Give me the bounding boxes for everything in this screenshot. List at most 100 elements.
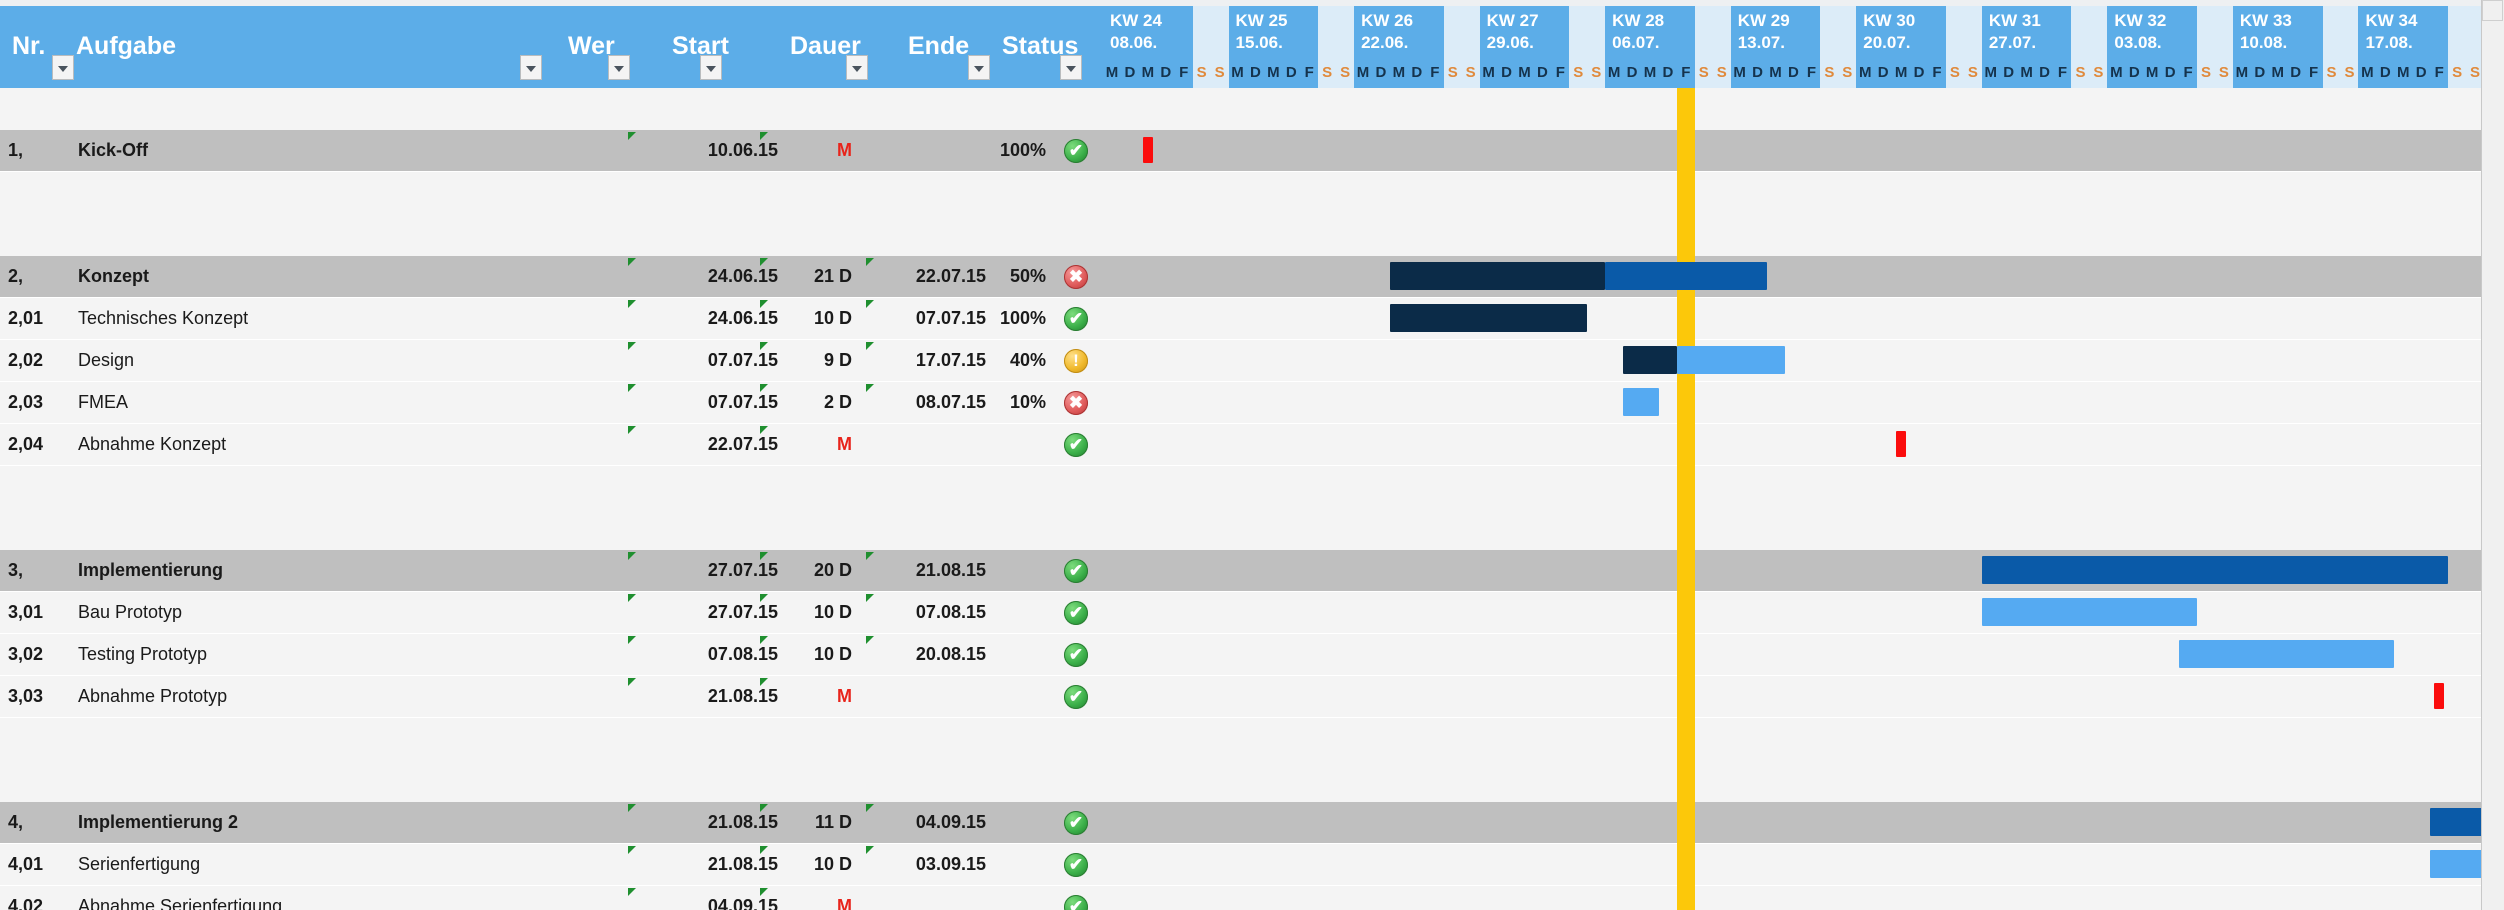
- calendar-week-8: KW 32 03.08. M D M D F S S: [2107, 6, 2233, 88]
- cell-end: 20.08.15: [915, 644, 986, 664]
- calendar-day-d-5-1: D: [1748, 58, 1767, 88]
- calendar-week-date: 29.06.: [1486, 33, 1534, 52]
- calendar-day-s-3-6: S: [1587, 58, 1606, 88]
- table-row[interactable]: [0, 382, 2504, 424]
- calendar-day-d-6-3: D: [1910, 58, 1928, 88]
- calendar-day-d-8-3: D: [2161, 58, 2180, 88]
- gantt-milestone-marker[interactable]: [1896, 431, 1907, 457]
- table-row[interactable]: [0, 886, 2504, 910]
- status-glyph: ✔: [1068, 141, 1084, 160]
- calendar-weekend-band: [2448, 6, 2482, 58]
- calendar-day-m-8-0: M: [2107, 58, 2126, 88]
- status-glyph: ✔: [1068, 309, 1084, 328]
- calendar-day-m-8-2: M: [2143, 58, 2162, 88]
- cell-nr: 3,01: [8, 602, 44, 622]
- filter-dropdown-ende[interactable]: [968, 55, 990, 80]
- status-glyph: ✔: [1068, 855, 1084, 874]
- filter-dropdown-task[interactable]: [520, 55, 542, 80]
- calendar-week-label: KW 24: [1110, 11, 1162, 30]
- status-glyph: ✔: [1068, 813, 1084, 832]
- filter-dropdown-start[interactable]: [700, 55, 722, 80]
- gantt-bar[interactable]: [1623, 388, 1659, 416]
- vertical-scrollbar[interactable]: [2481, 0, 2504, 910]
- cell-progress-percent: 100%: [999, 308, 1046, 328]
- calendar-header: KW 24 08.06. M D M D F S S KW 25 15.06. M D M D F S S KW 2…: [1103, 6, 2482, 88]
- gantt-bar[interactable]: [1389, 304, 1588, 332]
- calendar-day-d-10-1: D: [2376, 58, 2395, 88]
- gantt-bar[interactable]: [1981, 598, 2198, 626]
- spacer-row: [0, 466, 2504, 508]
- status-glyph: ✔: [1068, 897, 1084, 910]
- table-row[interactable]: [0, 298, 2504, 340]
- table-row[interactable]: [0, 424, 2504, 466]
- calendar-day-m-4-2: M: [1641, 58, 1659, 88]
- cell-duration: 20 D: [813, 560, 852, 580]
- table-row[interactable]: [0, 256, 2504, 298]
- row-separator: [0, 633, 2504, 634]
- gantt-milestone-marker[interactable]: [2434, 683, 2445, 709]
- calendar-week-4: KW 28 06.07. M D M D F S S: [1605, 6, 1731, 88]
- spacer-row: [0, 172, 2504, 214]
- cell-duration: 2 D: [823, 392, 852, 412]
- calendar-weekend-band: [2197, 6, 2233, 58]
- gantt-bar-remaining[interactable]: [1676, 346, 1785, 374]
- row-separator: [0, 297, 2504, 298]
- status-glyph: ✔: [1068, 603, 1084, 622]
- table-row[interactable]: [0, 340, 2504, 382]
- gantt-bar-progress[interactable]: [1389, 262, 1606, 290]
- table-row[interactable]: [0, 802, 2504, 844]
- table-row[interactable]: [0, 130, 2504, 172]
- table-row[interactable]: [0, 634, 2504, 676]
- cell-end: 08.07.15: [915, 392, 986, 412]
- calendar-week-label: KW 27: [1486, 11, 1539, 30]
- table-header-left: [0, 6, 1103, 88]
- calendar-day-s-9-5: S: [2322, 58, 2341, 88]
- scrollbar-up-arrow[interactable]: [2482, 0, 2503, 21]
- filter-dropdown-dauer[interactable]: [846, 55, 868, 80]
- calendar-day-s-2-6: S: [1461, 58, 1480, 88]
- gantt-bar[interactable]: [1981, 556, 2449, 584]
- gantt-milestone-marker[interactable]: [1142, 137, 1153, 163]
- cell-end: 17.07.15: [915, 350, 986, 370]
- calendar-week-6: KW 30 20.07. M D M D F S S: [1856, 6, 1982, 88]
- row-separator: [0, 885, 2504, 886]
- calendar-day-s-5-5: S: [1820, 58, 1839, 88]
- gantt-bar[interactable]: [2430, 850, 2484, 878]
- cell-nr: 3,03: [8, 686, 44, 706]
- gantt-bar-remaining[interactable]: [1605, 262, 1767, 290]
- gantt-bar-progress[interactable]: [1623, 346, 1677, 374]
- status-badge-ok: ✔: [1064, 643, 1088, 667]
- calendar-week-band: KW 25 15.06.: [1228, 6, 1319, 58]
- status-badge-ok: ✔: [1064, 895, 1088, 910]
- cell-task-name: Konzept: [78, 266, 149, 286]
- cell-start: 24.06.15: [707, 266, 778, 286]
- calendar-day-m-6-2: M: [1892, 58, 1911, 88]
- filter-dropdown-who[interactable]: [608, 55, 630, 80]
- status-glyph: !: [1073, 351, 1079, 370]
- gantt-bar[interactable]: [2179, 640, 2395, 668]
- calendar-day-d-2-1: D: [1372, 58, 1390, 88]
- calendar-day-d-7-1: D: [1999, 58, 2018, 88]
- table-row[interactable]: [0, 844, 2504, 886]
- row-separator: [0, 381, 2504, 382]
- calendar-weekend-band: [1820, 6, 1857, 58]
- calendar-week-label: KW 30: [1863, 11, 1916, 30]
- gantt-bar[interactable]: [2430, 808, 2484, 836]
- filter-dropdown-status[interactable]: [1060, 55, 1082, 80]
- cell-start: 22.07.15: [707, 434, 778, 454]
- cell-end: 21.08.15: [915, 560, 986, 580]
- filter-dropdown-nr[interactable]: [52, 55, 74, 80]
- calendar-weekend-band: [1945, 6, 1982, 58]
- calendar-day-d-5-3: D: [1784, 58, 1803, 88]
- calendar-day-s-6-6: S: [1963, 58, 1982, 88]
- calendar-day-s-10-6: S: [2466, 58, 2482, 88]
- status-glyph: ✔: [1068, 687, 1084, 706]
- cell-duration: M: [837, 686, 852, 706]
- calendar-day-s-4-5: S: [1694, 58, 1713, 88]
- cell-start: 10.06.15: [707, 140, 778, 160]
- spacer-row: [0, 718, 2504, 760]
- cell-end: 07.08.15: [915, 602, 986, 622]
- table-row[interactable]: [0, 676, 2504, 718]
- calendar-weekend-band: [2071, 6, 2108, 58]
